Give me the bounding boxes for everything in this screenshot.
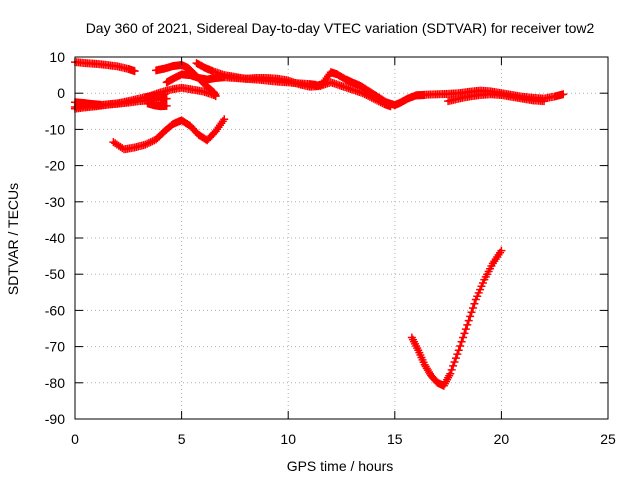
x-tick-label: 25 bbox=[600, 431, 616, 447]
x-tick-label: 5 bbox=[178, 431, 186, 447]
tick-layer: 10 0 -10 -20 -30 -40 -50 -60 -70 -80 -90 0 5 10 15 20 25 bbox=[45, 49, 616, 447]
series-trace bbox=[73, 60, 136, 73]
y-tick-label: -40 bbox=[45, 230, 65, 246]
series-trace bbox=[314, 70, 426, 107]
y-tick-label: -70 bbox=[45, 339, 65, 355]
series-trace bbox=[154, 63, 217, 98]
data-series bbox=[109, 115, 229, 154]
data-series bbox=[311, 68, 429, 110]
series-trace bbox=[144, 93, 166, 99]
y-tick-label: -10 bbox=[45, 121, 65, 137]
chart-title: Day 360 of 2021, Sidereal Day-to-day VTE… bbox=[86, 20, 595, 36]
data-series bbox=[407, 246, 506, 390]
series-trace bbox=[195, 61, 392, 108]
series-trace bbox=[410, 249, 503, 387]
series-trace bbox=[146, 102, 168, 108]
y-tick-label: -90 bbox=[45, 411, 65, 427]
data-series bbox=[71, 98, 105, 109]
series-trace bbox=[112, 118, 226, 151]
y-axis-label: SDTVAR / TECUs bbox=[5, 183, 21, 295]
x-tick-label: 10 bbox=[280, 431, 296, 447]
x-tick-label: 0 bbox=[71, 431, 79, 447]
x-tick-label: 20 bbox=[494, 431, 510, 447]
y-tick-label: -20 bbox=[45, 158, 65, 174]
data-series bbox=[141, 90, 169, 102]
y-tick-label: 10 bbox=[49, 49, 65, 65]
y-tick-label: -50 bbox=[45, 266, 65, 282]
series-trace bbox=[73, 101, 102, 107]
x-axis-label: GPS time / hours bbox=[287, 458, 394, 474]
series-trace bbox=[446, 93, 546, 103]
y-tick-label: -60 bbox=[45, 302, 65, 318]
data-series bbox=[444, 90, 549, 106]
y-tick-label: 0 bbox=[57, 85, 65, 101]
y-tick-label: -30 bbox=[45, 194, 65, 210]
data-series bbox=[192, 59, 395, 111]
data-series bbox=[143, 99, 171, 111]
y-tick-label: -80 bbox=[45, 375, 65, 391]
x-tick-label: 15 bbox=[387, 431, 403, 447]
